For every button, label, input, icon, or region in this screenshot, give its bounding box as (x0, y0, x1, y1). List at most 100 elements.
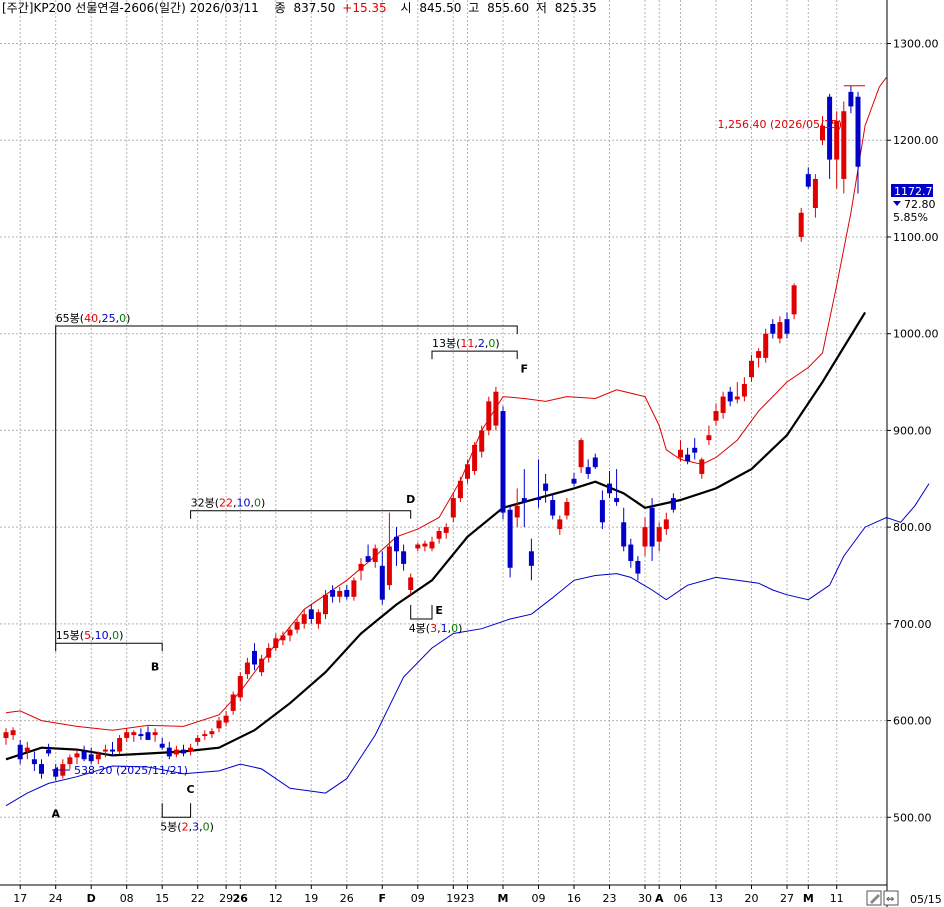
x-tick-label: 29 (219, 892, 233, 905)
current-price-box: 1172.70 (891, 184, 940, 198)
candle (244, 657, 250, 679)
candle (599, 490, 605, 530)
candle-body (521, 498, 527, 502)
candle (450, 493, 456, 523)
candle-body (386, 546, 392, 586)
candle (436, 527, 442, 544)
x-tick-label: 17 (13, 892, 27, 905)
candle (812, 174, 818, 218)
candle-body (252, 650, 257, 665)
candle-body (834, 120, 840, 160)
candle (152, 728, 158, 742)
candle-body (706, 435, 712, 441)
candle-body (188, 747, 194, 752)
candle (415, 542, 421, 552)
candle (110, 741, 115, 756)
x-tick-label: 19 (304, 892, 318, 905)
current-change: 72.80 (904, 198, 936, 211)
candle-body (379, 565, 385, 600)
candle (678, 440, 683, 462)
candle (692, 438, 698, 460)
candle (252, 643, 257, 671)
candle (649, 498, 655, 561)
bracket-label: 13봉(11,2,0) (432, 337, 500, 350)
x-tick-label: 08 (120, 892, 134, 905)
y-tick-label: 1000.00 (893, 328, 939, 341)
candle-body (599, 500, 605, 523)
candle-body (457, 480, 463, 499)
candle (706, 425, 712, 445)
candle-body (685, 454, 691, 462)
candle-body (741, 383, 747, 397)
header-high: 855.60 (487, 1, 529, 15)
candle-body (436, 531, 442, 539)
candle (124, 728, 130, 742)
candle-body (351, 580, 357, 597)
candle (571, 472, 577, 487)
candle (614, 469, 620, 506)
y-tick-label: 600.00 (893, 715, 932, 728)
candle (784, 312, 790, 339)
x-tick-label: 09 (532, 892, 546, 905)
candle-body (195, 737, 201, 742)
down-triangle-icon (893, 201, 901, 206)
candle-body (181, 749, 186, 754)
candle (330, 585, 336, 603)
x-tick-label: 24 (49, 892, 63, 905)
bracket-label: 65봉(40,25,0) (56, 312, 131, 325)
candle (10, 727, 16, 740)
candle-body (429, 541, 435, 549)
candle-body (223, 715, 229, 723)
candle-body (528, 551, 534, 566)
candle-body (642, 527, 648, 547)
candle (727, 386, 733, 407)
pan-icon[interactable]: ⇔ (883, 890, 899, 906)
wave-bracket: 15봉(5,10,0) (55, 629, 163, 652)
pivot-label: D (406, 493, 415, 506)
pivot-label: B (151, 660, 159, 673)
candle (53, 764, 59, 781)
candle (372, 544, 378, 568)
period-high-label: 1,256.40 (2026/05/15) (718, 118, 842, 131)
candle (181, 744, 186, 757)
candle (17, 739, 23, 765)
candle-body (805, 174, 811, 187)
candle (472, 442, 478, 475)
bracket-line (55, 642, 163, 652)
candle-body (820, 125, 825, 141)
header-name: KP200 선물연결-2606(일간) 2026/03/11 (33, 1, 258, 15)
candle (344, 585, 350, 600)
candle (3, 728, 9, 745)
candle (855, 91, 861, 194)
candle-body (209, 731, 215, 735)
candle (81, 745, 87, 762)
candle-body (855, 96, 861, 167)
candle (720, 391, 726, 419)
candle-body (614, 498, 620, 502)
candle (749, 354, 754, 383)
wave-bracket: 32봉(22,10,0) (190, 497, 412, 519)
candle-body (301, 614, 307, 624)
candle (841, 101, 847, 194)
candle-body (564, 501, 570, 516)
arrow-head (52, 767, 58, 773)
candle-body (607, 483, 612, 494)
bollinger-bands (5, 77, 930, 807)
pencil-icon[interactable] (866, 890, 882, 906)
candle (301, 609, 307, 629)
current-price-value: 1172.70 (894, 185, 940, 198)
y-tick-label: 500.00 (893, 811, 932, 824)
x-tick-label: 09 (411, 892, 425, 905)
candle (379, 551, 385, 605)
x-tick-label: 13 (709, 892, 723, 905)
candle (294, 619, 300, 634)
candle (557, 515, 563, 535)
candle-body (308, 609, 314, 620)
candle-body (237, 676, 243, 698)
candle (493, 386, 499, 431)
candle (621, 507, 627, 552)
candle-body (749, 360, 754, 378)
candle (31, 751, 37, 771)
bracket-line (55, 325, 518, 644)
candle-body (10, 730, 16, 736)
